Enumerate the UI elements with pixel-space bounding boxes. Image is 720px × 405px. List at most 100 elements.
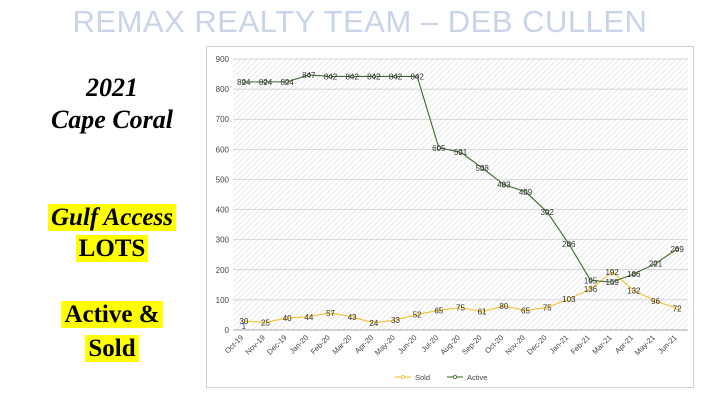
data-point-sold xyxy=(610,270,615,275)
data-point-sold xyxy=(566,296,571,301)
data-point-active xyxy=(588,278,593,283)
data-point-active xyxy=(545,209,550,214)
data-label-active: 392 xyxy=(540,208,554,217)
data-point-sold xyxy=(371,320,376,325)
x-tick-label: Dec-20 xyxy=(525,333,548,356)
legend-label-active: Active xyxy=(467,373,487,382)
active-text: Active & xyxy=(61,301,163,328)
data-point-sold xyxy=(480,309,485,314)
data-point-active xyxy=(306,72,311,77)
data-label-active: 824 xyxy=(237,78,251,87)
data-point-active xyxy=(480,166,485,171)
data-label-active: 591 xyxy=(454,148,468,157)
x-tick-label: Feb-21 xyxy=(569,333,592,356)
data-label-sold: 103 xyxy=(562,295,576,304)
data-point-sold xyxy=(653,299,658,304)
data-label-active: 538 xyxy=(475,164,489,173)
x-tick-label: Mar-20 xyxy=(330,333,353,356)
y-tick-label: 100 xyxy=(216,296,230,305)
baseline-point-label: 1 xyxy=(242,322,247,331)
data-label-sold: 30 xyxy=(239,317,248,326)
chart-container: 0 100 200 300 400 500 600 700 800 900 Oct-19 Nov-1… xyxy=(206,46,694,388)
data-label-sold: 96 xyxy=(651,297,660,306)
x-tick-label: Jun-20 xyxy=(396,333,419,356)
x-tick-label: Sep-20 xyxy=(460,333,483,356)
data-point-sold xyxy=(631,288,636,293)
x-tick-label: Jul-20 xyxy=(419,333,440,354)
data-point-active xyxy=(241,79,246,84)
data-label-active: 842 xyxy=(345,72,359,81)
y-tick-label: 900 xyxy=(216,55,230,64)
data-label-active: 483 xyxy=(497,181,511,190)
data-label-sold: 61 xyxy=(478,308,487,317)
data-label-sold: 132 xyxy=(627,286,641,295)
data-label-active: 842 xyxy=(324,72,338,81)
y-tick-label: 300 xyxy=(216,236,230,245)
y-tick-label: 200 xyxy=(216,266,230,275)
data-label-active: 824 xyxy=(259,78,273,87)
data-label-sold: 75 xyxy=(456,303,465,312)
x-tick-label: Oct-20 xyxy=(483,333,505,355)
y-tick-label: 800 xyxy=(216,85,230,94)
data-label-sold: 52 xyxy=(413,310,422,319)
data-label-active: 842 xyxy=(410,72,424,81)
lots-label: LOTS xyxy=(22,234,202,264)
data-point-sold xyxy=(393,318,398,323)
data-label-sold: 72 xyxy=(673,304,682,313)
x-tick-label: May-21 xyxy=(633,333,657,357)
data-label-sold: 25 xyxy=(261,318,270,327)
lots-text: LOTS xyxy=(75,235,149,262)
data-label-sold: 192 xyxy=(605,268,619,277)
data-point-active xyxy=(393,74,398,79)
data-label-active: 459 xyxy=(519,188,533,197)
x-tick-label: Oct-19 xyxy=(223,333,245,355)
y-tick-label: 500 xyxy=(216,175,230,184)
data-point-active xyxy=(653,261,658,266)
data-label-active: 286 xyxy=(562,240,576,249)
data-point-sold xyxy=(501,303,506,308)
y-tick-label: 400 xyxy=(216,206,230,215)
data-point-active xyxy=(675,247,680,252)
y-tick-label: 700 xyxy=(216,115,230,124)
active-label: Active & xyxy=(22,299,202,331)
data-label-sold: 57 xyxy=(326,309,335,318)
data-label-active: 165 xyxy=(584,276,598,285)
data-label-active: 269 xyxy=(670,245,684,254)
data-label-active: 159 xyxy=(605,278,619,287)
data-label-active: 221 xyxy=(649,259,663,268)
data-label-active: 842 xyxy=(367,72,381,81)
data-label-active: 847 xyxy=(302,71,316,80)
data-label-sold: 33 xyxy=(391,316,400,325)
data-label-sold: 75 xyxy=(543,303,552,312)
data-point-active xyxy=(328,74,333,79)
data-label-sold: 24 xyxy=(369,319,378,328)
sold-text: Sold xyxy=(85,335,139,362)
data-point-active xyxy=(436,145,441,150)
x-tick-label: Jun-21 xyxy=(656,333,679,356)
sold-label: Sold xyxy=(22,333,202,365)
x-tick-label: Nov-20 xyxy=(503,333,526,356)
data-label-active: 605 xyxy=(432,144,446,153)
banner-title: REMAX REALTY TEAM – DEB CULLEN xyxy=(72,4,648,39)
data-point-active xyxy=(610,280,615,285)
x-tick-label: Nov-19 xyxy=(243,333,266,356)
x-tick-label: Dec-19 xyxy=(265,333,288,356)
legend-marker-sold xyxy=(400,374,405,379)
data-point-sold xyxy=(241,318,246,323)
data-point-active xyxy=(523,189,528,194)
data-point-active xyxy=(566,241,571,246)
year-label: 2021 xyxy=(86,73,138,102)
data-label-active: 186 xyxy=(627,270,641,279)
x-tick-label: Jan-20 xyxy=(288,333,311,356)
data-point-active xyxy=(631,271,636,276)
data-label-sold: 65 xyxy=(521,306,530,315)
data-label-sold: 136 xyxy=(584,285,598,294)
place-label: Cape Coral xyxy=(50,105,174,134)
x-tick-label: May-20 xyxy=(373,333,397,357)
plot-area xyxy=(233,59,688,330)
data-label-active: 824 xyxy=(280,78,294,87)
data-label-active: 842 xyxy=(389,72,403,81)
data-point-sold xyxy=(306,314,311,319)
data-point-sold xyxy=(328,310,333,315)
data-point-active xyxy=(350,74,355,79)
